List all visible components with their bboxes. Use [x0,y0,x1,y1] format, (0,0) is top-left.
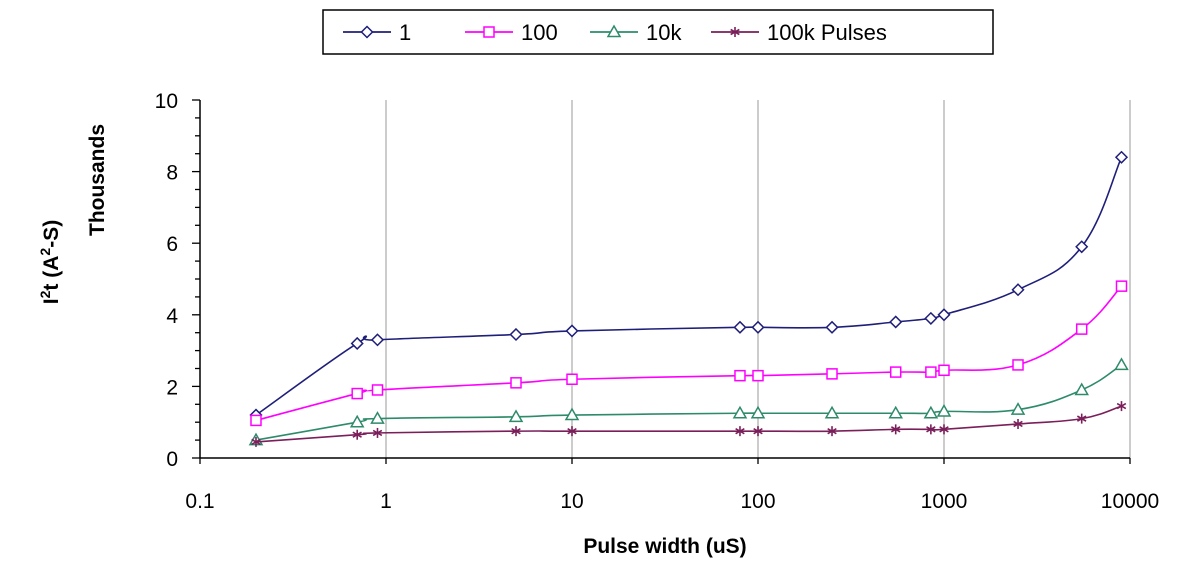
x-tick-label: 1000 [921,490,968,513]
data-point [511,426,521,437]
data-point [508,409,524,423]
data-point [566,373,578,385]
x-tick-label: 100 [740,490,775,513]
data-point [939,424,949,435]
data-point [890,424,901,435]
data-point [510,377,522,389]
y-axis-title: I2t (A2-S) [37,220,63,304]
data-point [1075,323,1088,335]
plot-area: 0.1 1 10 100 1000 10000 0 2 4 6 8 10 [155,90,1160,513]
data-point [1114,357,1129,371]
data-point [735,426,745,437]
x-tick-label: 10 [560,490,583,513]
star-stroke [1013,420,1023,428]
data-point [1074,382,1089,396]
star-stroke [735,427,745,435]
legend-marker [360,25,374,39]
data-point [370,333,385,347]
y-tick-label: 8 [166,162,178,185]
data-point [1115,280,1128,292]
data-point [733,320,747,334]
x-tick-label: 0.1 [185,490,214,513]
legend-marker [730,27,740,37]
data-point [250,414,262,427]
data-point [1076,413,1087,424]
data-point [889,315,903,329]
star-stroke [827,427,837,435]
y-tick-label: 2 [166,376,178,399]
data-point [251,436,261,447]
star-stroke [251,438,261,446]
legend-box [322,9,994,55]
y-axis-units: Thousands [86,124,109,236]
data-point [734,369,746,382]
axes: 0.1 1 10 100 1000 10000 0 2 4 6 8 10 [155,90,1160,513]
x-axis-title: Pulse width (uS) [583,535,746,558]
data-point [937,308,951,322]
data-point [1010,402,1026,415]
data-point [371,384,384,396]
star-stroke [352,431,362,438]
data-point [352,429,362,440]
y-tick-label: 10 [155,90,178,113]
data-point [923,405,939,419]
data-point [732,405,748,419]
data-point [750,405,766,419]
data-point [1013,418,1023,429]
y-tick-label: 6 [166,233,178,256]
star-stroke [1076,415,1087,422]
data-point [751,320,765,334]
data-point [827,426,837,437]
data-point [509,327,523,342]
data-point [567,426,577,437]
data-point [1012,359,1024,371]
grid [385,100,1131,458]
data-point [351,387,363,400]
y-tick-label: 0 [166,448,178,471]
series-group [248,150,1129,447]
legend: 1 100 10k 100k Pulses [343,20,887,45]
data-point [925,366,937,378]
data-point [1011,283,1025,297]
data-point [752,369,764,382]
data-point [1116,401,1127,412]
data-point [888,405,903,419]
y-tick-label: 4 [166,305,178,328]
data-point [1075,240,1089,254]
legend-label: 1 [399,20,411,45]
x-tick-label: 1 [380,490,392,513]
legend-label: 100k Pulses [767,20,887,45]
data-point [926,424,936,435]
star-stroke [890,426,901,433]
data-point [372,427,383,438]
data-point [1114,150,1129,164]
data-point [824,405,840,419]
data-point [370,411,385,424]
data-point [825,320,839,334]
star-stroke [926,426,936,433]
data-point [753,426,763,437]
data-point [565,324,579,338]
star-stroke [753,427,763,435]
star-stroke [730,28,740,36]
x-tick-label: 10000 [1101,490,1159,513]
data-point [826,368,838,380]
data-point [564,407,580,421]
legend-marker [483,26,495,38]
star-stroke [939,426,949,433]
legend-marker [606,24,622,38]
star-stroke [567,427,577,435]
data-point [936,403,952,417]
star-stroke [511,427,521,435]
data-point [350,336,364,351]
data-point [349,414,365,428]
star-stroke [372,429,383,437]
legend-label: 100 [521,20,558,45]
legend-label: 10k [646,20,682,45]
data-point [889,366,902,378]
data-point [924,311,938,325]
star-stroke [1116,402,1127,410]
data-point [938,364,950,377]
